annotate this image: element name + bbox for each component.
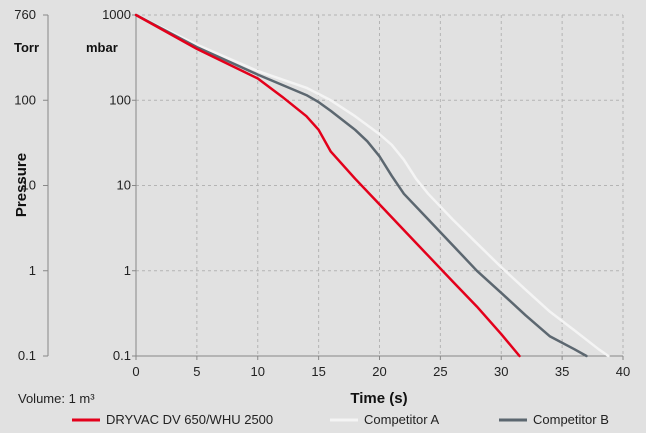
legend-label: Competitor A <box>364 412 439 427</box>
x-tick-label: 10 <box>251 364 265 379</box>
series-line-competitor-a <box>134 13 610 358</box>
y-tick-label-mbar: 100 <box>109 92 131 107</box>
y-unit-torr: Torr <box>14 40 39 55</box>
legend-label: Competitor B <box>533 412 609 427</box>
series-line-dryvac-dv-650-whu-2500 <box>134 13 521 358</box>
x-tick-label: 5 <box>193 364 200 379</box>
y-tick-label-mbar: 1 <box>124 263 131 278</box>
y-tick-labels-mbar: 0.1 1 10 100 1000 <box>102 7 136 363</box>
legend: DRYVAC DV 650/WHU 2500 Competitor A Compet… <box>72 412 609 427</box>
x-axis-title: Time (s) <box>350 390 407 407</box>
y-axis-title: Pressure <box>13 153 30 217</box>
x-tick-label: 0 <box>132 364 139 379</box>
series-layer <box>134 13 610 358</box>
x-tick-label: 25 <box>433 364 447 379</box>
x-tick-label: 30 <box>494 364 508 379</box>
y-tick-label-mbar: 1000 <box>102 7 131 22</box>
y-tick-label-torr: 100 <box>14 92 36 107</box>
y-tick-label-mbar: 0.1 <box>113 348 131 363</box>
y-tick-labels-torr: 0.1 1 10 100 760 <box>14 7 48 363</box>
y-tick-label-torr: 0.1 <box>18 348 36 363</box>
legend-label: DRYVAC DV 650/WHU 2500 <box>106 412 273 427</box>
y-tick-label-torr: 760 <box>14 7 36 22</box>
x-tick-label: 40 <box>616 364 630 379</box>
volume-annotation: Volume: 1 m³ <box>18 391 95 406</box>
x-tick-labels: 0 5 10 15 20 25 30 35 40 <box>132 356 630 379</box>
y-tick-label-torr: 10 <box>22 178 36 193</box>
y-tick-label-mbar: 10 <box>117 178 131 193</box>
y-tick-label-torr: 1 <box>29 263 36 278</box>
y-unit-mbar: mbar <box>86 40 118 55</box>
x-tick-label: 20 <box>372 364 386 379</box>
series-line-competitor-b <box>134 13 588 358</box>
x-tick-label: 15 <box>311 364 325 379</box>
x-tick-label: 35 <box>555 364 569 379</box>
